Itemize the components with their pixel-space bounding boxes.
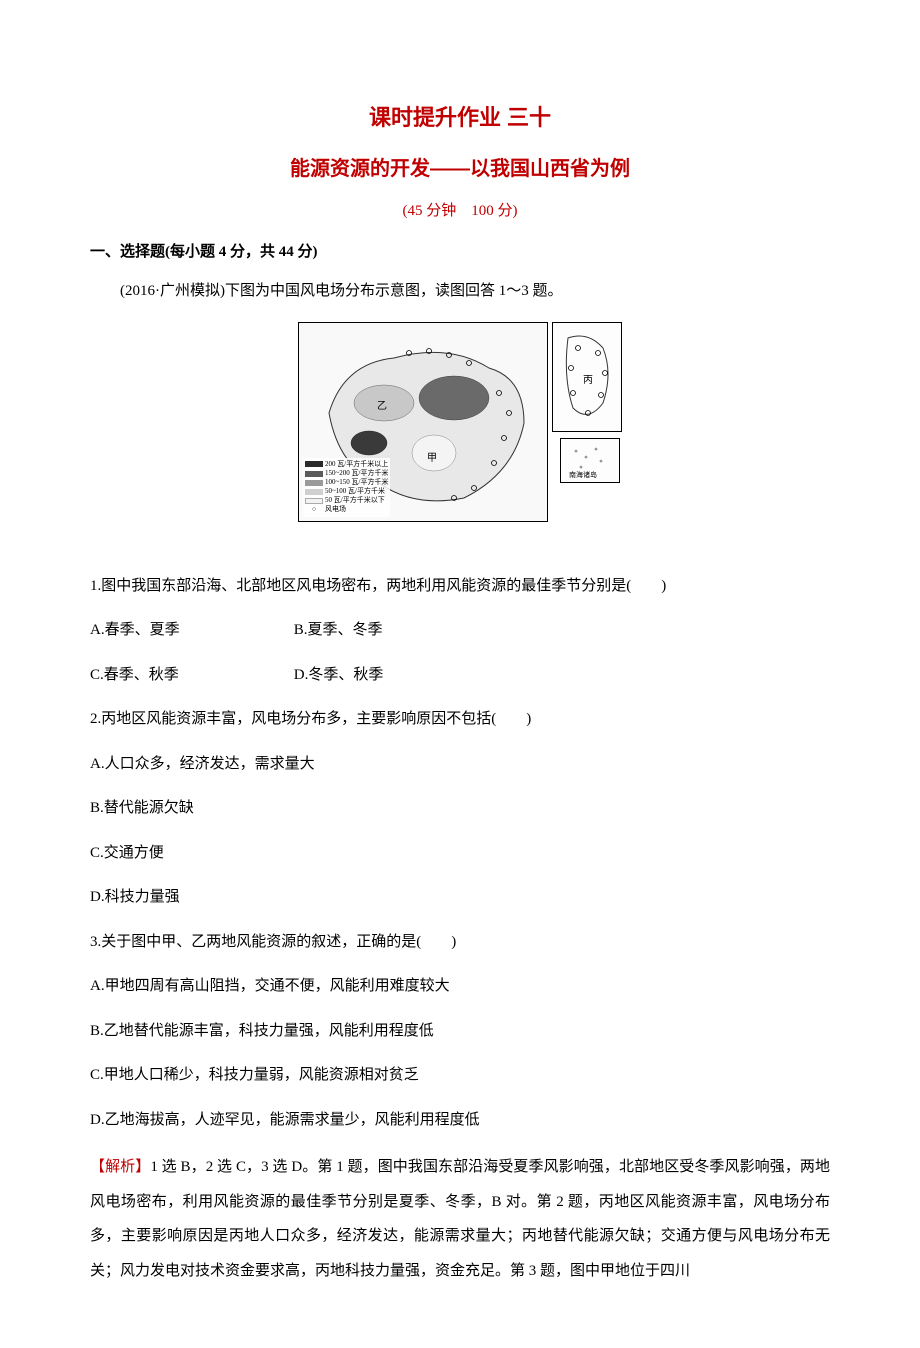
section-heading: 一、选择题(每小题 4 分，共 44 分) <box>90 240 830 261</box>
q1-options-row1: A.春季、夏季 B.夏季、冬季 <box>90 616 830 645</box>
explain-body: 1 选 B，2 选 C，3 选 D。第 1 题，图中我国东部沿海受夏季风影响强，… <box>90 1159 830 1279</box>
q2-optB: B.替代能源欠缺 <box>90 794 830 823</box>
figure-china-wind-map: 甲 乙 200 瓦/平方千米以上 150~200 瓦/平方千米 100~150 … <box>90 322 830 552</box>
q1-options-row2: C.春季、秋季 D.冬季、秋季 <box>90 661 830 690</box>
map-inset-bing: 丙 <box>552 322 622 432</box>
q2-optD: D.科技力量强 <box>90 883 830 912</box>
q2-optC: C.交通方便 <box>90 839 830 868</box>
time-score: (45 分钟 100 分) <box>90 199 830 220</box>
legend-3: 50~100 瓦/平方千米 <box>325 487 385 496</box>
map-main: 甲 乙 200 瓦/平方千米以上 150~200 瓦/平方千米 100~150 … <box>298 322 548 522</box>
marker-yi: 乙 <box>377 397 387 412</box>
map-inset-nanhai: 南海诸岛 <box>560 438 620 483</box>
q1-optD: D.冬季、秋季 <box>294 661 384 690</box>
q3-optB: B.乙地替代能源丰富，科技力量强，风能利用程度低 <box>90 1017 830 1046</box>
q1-optB: B.夏季、冬季 <box>294 616 383 645</box>
map-legend: 200 瓦/平方千米以上 150~200 瓦/平方千米 100~150 瓦/平方… <box>303 458 390 517</box>
legend-2: 100~150 瓦/平方千米 <box>325 478 388 487</box>
legend-1: 150~200 瓦/平方千米 <box>325 469 388 478</box>
q1-optA: A.春季、夏季 <box>90 616 290 645</box>
marker-nanhai: 南海诸岛 <box>569 470 597 480</box>
explain-label: 【解析】 <box>90 1159 150 1175</box>
q1-optC: C.春季、秋季 <box>90 661 290 690</box>
figure-container: 甲 乙 200 瓦/平方千米以上 150~200 瓦/平方千米 100~150 … <box>295 322 625 552</box>
page-title-main: 课时提升作业 三十 <box>90 100 830 132</box>
q3-optD: D.乙地海拔高，人迹罕见，能源需求量少，风能利用程度低 <box>90 1106 830 1135</box>
question-intro: (2016·广州模拟)下图为中国风电场分布示意图，读图回答 1～3 题。 <box>90 277 830 306</box>
legend-5: 风电场 <box>325 505 346 514</box>
map-insets: 丙 南海诸岛 <box>552 322 622 483</box>
marker-jia: 甲 <box>427 449 437 464</box>
q3-optC: C.甲地人口稀少，科技力量弱，风能资源相对贫乏 <box>90 1061 830 1090</box>
legend-0: 200 瓦/平方千米以上 <box>325 460 388 469</box>
page-title-sub: 能源资源的开发——以我国山西省为例 <box>90 152 830 181</box>
q1-stem: 1.图中我国东部沿海、北部地区风电场密布，两地利用风能资源的最佳季节分别是( ) <box>90 572 830 601</box>
q2-optA: A.人口众多，经济发达，需求量大 <box>90 750 830 779</box>
q3-optA: A.甲地四周有高山阻挡，交通不便，风能利用难度较大 <box>90 972 830 1001</box>
explanation-block: 【解析】1 选 B，2 选 C，3 选 D。第 1 题，图中我国东部沿海受夏季风… <box>90 1150 830 1288</box>
q2-stem: 2.丙地区风能资源丰富，风电场分布多，主要影响原因不包括( ) <box>90 705 830 734</box>
q3-stem: 3.关于图中甲、乙两地风能资源的叙述，正确的是( ) <box>90 928 830 957</box>
marker-bing: 丙 <box>583 371 593 386</box>
